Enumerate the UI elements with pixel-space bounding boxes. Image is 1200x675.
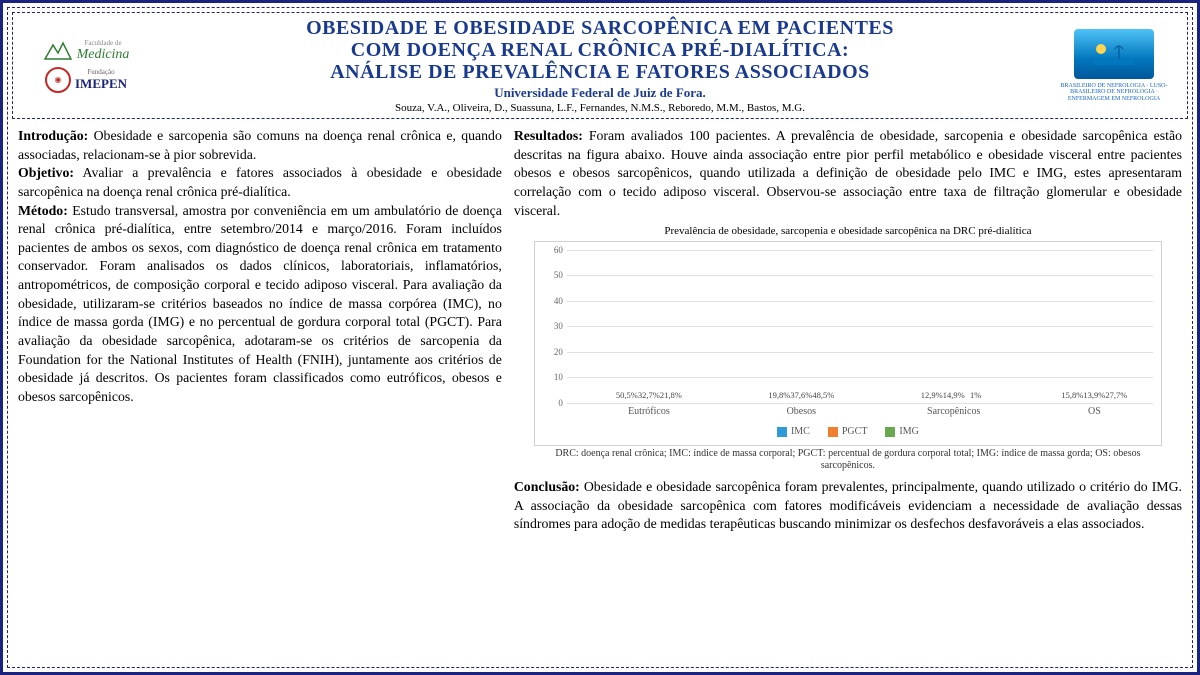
bar-value-label: 48,5% — [812, 390, 834, 401]
logos-left: Faculdade de Medicina ◉ Fundação IMEPEN — [21, 39, 151, 93]
bar-value-label: 1% — [970, 390, 981, 401]
congress-text: BRASILEIRO DE NEFROLOGIA · LUSO-BRASILEI… — [1049, 83, 1179, 103]
beach-icon — [1089, 39, 1139, 69]
text-resultados: Foram avaliados 100 pacientes. A prevalê… — [514, 128, 1182, 218]
x-category-label: Sarcopênicos — [927, 405, 980, 419]
para-resultados: Resultados: Foram avaliados 100 paciente… — [514, 127, 1182, 220]
logo-imepen: ◉ Fundação IMEPEN — [45, 67, 127, 93]
gridline — [567, 403, 1153, 404]
legend-label: PGCT — [842, 425, 868, 439]
gridline — [567, 326, 1153, 327]
logos-right: BRASILEIRO DE NEFROLOGIA · LUSO-BRASILEI… — [1049, 29, 1179, 103]
ytick-label: 20 — [541, 346, 563, 358]
text-metodo: Estudo transversal, amostra por conveniê… — [18, 203, 502, 404]
label-introducao: Introdução: — [18, 128, 88, 143]
bar-value-label: 14,9% — [943, 390, 965, 401]
bar-value-label: 19,8% — [768, 390, 790, 401]
bar-value-label: 21,8% — [660, 390, 682, 401]
left-column: Introdução: Obesidade e sarcopenia são c… — [18, 127, 502, 663]
legend-item: PGCT — [828, 425, 868, 439]
legend-swatch-icon — [828, 427, 838, 437]
chart-area: 0 10 20 30 40 50 60 50,5%32,7%21,8% Eutróficos 19… — [534, 241, 1162, 446]
label-objetivo: Objetivo: — [18, 165, 74, 180]
bar-value-label: 13,9% — [1083, 390, 1105, 401]
ytick-label: 30 — [541, 320, 563, 332]
ytick-label: 60 — [541, 244, 563, 256]
para-objetivo: Objetivo: Avaliar a prevalência e fatore… — [18, 164, 502, 201]
text-conclusao: Obesidade e obesidade sarcopênica foram … — [514, 479, 1182, 531]
legend-label: IMG — [899, 425, 918, 439]
mountain-icon — [43, 41, 73, 61]
text-introducao: Obesidade e sarcopenia são comuns na doe… — [18, 128, 502, 162]
label-conclusao: Conclusão: — [514, 479, 580, 494]
title-block: OBESIDADE E OBESIDADE SARCOPÊNICA EM PAC… — [161, 17, 1039, 114]
body: Introdução: Obesidade e sarcopenia são c… — [12, 125, 1188, 663]
bar-value-label: 15,8% — [1061, 390, 1083, 401]
bar-value-label: 32,7% — [638, 390, 660, 401]
circle-icon: ◉ — [45, 67, 71, 93]
legend-item: IMC — [777, 425, 810, 439]
gridline — [567, 377, 1153, 378]
chart-footnote: DRC: doença renal crônica; IMC: índice d… — [534, 448, 1162, 472]
gridline — [567, 352, 1153, 353]
bar-value-label: 27,7% — [1105, 390, 1127, 401]
bar-value-label: 50,5% — [616, 390, 638, 401]
logo-medicina-sub: Faculdade de — [77, 39, 130, 47]
header: Faculdade de Medicina ◉ Fundação IMEPEN … — [12, 12, 1188, 119]
congress-logo-icon — [1074, 29, 1154, 79]
x-category-label: Obesos — [787, 405, 816, 419]
poster-inner: Faculdade de Medicina ◉ Fundação IMEPEN … — [7, 7, 1193, 668]
logo-medicina-text: Medicina — [77, 47, 130, 63]
ytick-label: 10 — [541, 371, 563, 383]
label-metodo: Método: — [18, 203, 68, 218]
chart-block: Prevalência de obesidade, sarcopenia e o… — [514, 224, 1182, 476]
legend-item: IMG — [885, 425, 918, 439]
institution: Universidade Federal de Juiz de Fora. — [161, 85, 1039, 101]
title-line3: ANÁLISE DE PREVALÊNCIA E FATORES ASSOCIA… — [161, 61, 1039, 83]
right-column: Resultados: Foram avaliados 100 paciente… — [514, 127, 1182, 663]
label-resultados: Resultados: — [514, 128, 583, 143]
gridline — [567, 250, 1153, 251]
para-introducao: Introdução: Obesidade e sarcopenia são c… — [18, 127, 502, 164]
title-line2: COM DOENÇA RENAL CRÔNICA PRÉ-DIALÍTICA: — [161, 39, 1039, 61]
text-objetivo: Avaliar a prevalência e fatores associad… — [18, 165, 502, 199]
logo-medicina: Faculdade de Medicina — [43, 39, 130, 63]
gridline — [567, 275, 1153, 276]
bar-value-label: 12,9% — [921, 390, 943, 401]
chart-plot: 010203040506050,5%32,7%21,8%Eutróficos19… — [567, 250, 1153, 403]
legend-swatch-icon — [777, 427, 787, 437]
ytick-label: 0 — [541, 397, 563, 409]
para-metodo: Método: Estudo transversal, amostra por … — [18, 202, 502, 407]
ytick-label: 50 — [541, 269, 563, 281]
chart-legend: IMC PGCT IMG — [535, 425, 1161, 439]
poster-page: Faculdade de Medicina ◉ Fundação IMEPEN … — [0, 0, 1200, 675]
chart-title: Prevalência de obesidade, sarcopenia e o… — [514, 224, 1182, 239]
logo-imepen-sub: Fundação — [75, 68, 127, 76]
authors: Souza, V.A., Oliveira, D., Suassuna, L.F… — [161, 102, 1039, 114]
para-conclusao: Conclusão: Obesidade e obesidade sarcopê… — [514, 478, 1182, 534]
x-category-label: OS — [1088, 405, 1101, 419]
ytick-label: 40 — [541, 295, 563, 307]
gridline — [567, 301, 1153, 302]
title-line1: OBESIDADE E OBESIDADE SARCOPÊNICA EM PAC… — [161, 17, 1039, 39]
bar-value-label: 37,6% — [790, 390, 812, 401]
legend-swatch-icon — [885, 427, 895, 437]
legend-label: IMC — [791, 425, 810, 439]
logo-imepen-text: IMEPEN — [75, 76, 127, 92]
x-category-label: Eutróficos — [628, 405, 670, 419]
